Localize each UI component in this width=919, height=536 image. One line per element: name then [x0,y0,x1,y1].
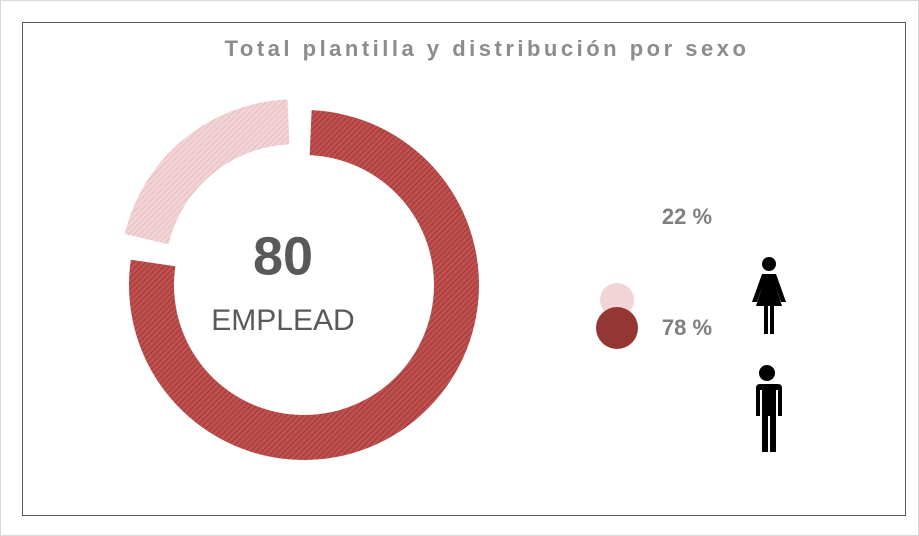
man-icon [756,365,782,452]
total-value: 80 [253,226,313,286]
value-label: 22 % [662,204,712,229]
legend-marker [596,307,638,349]
value-label: 78 % [662,315,712,340]
woman-icon [752,257,786,334]
donut-segment [124,99,290,245]
total-label: EMPLEAD [211,304,354,337]
chart-title: Total plantilla y distribución por sexo [225,36,750,61]
legend-marker [600,283,634,317]
